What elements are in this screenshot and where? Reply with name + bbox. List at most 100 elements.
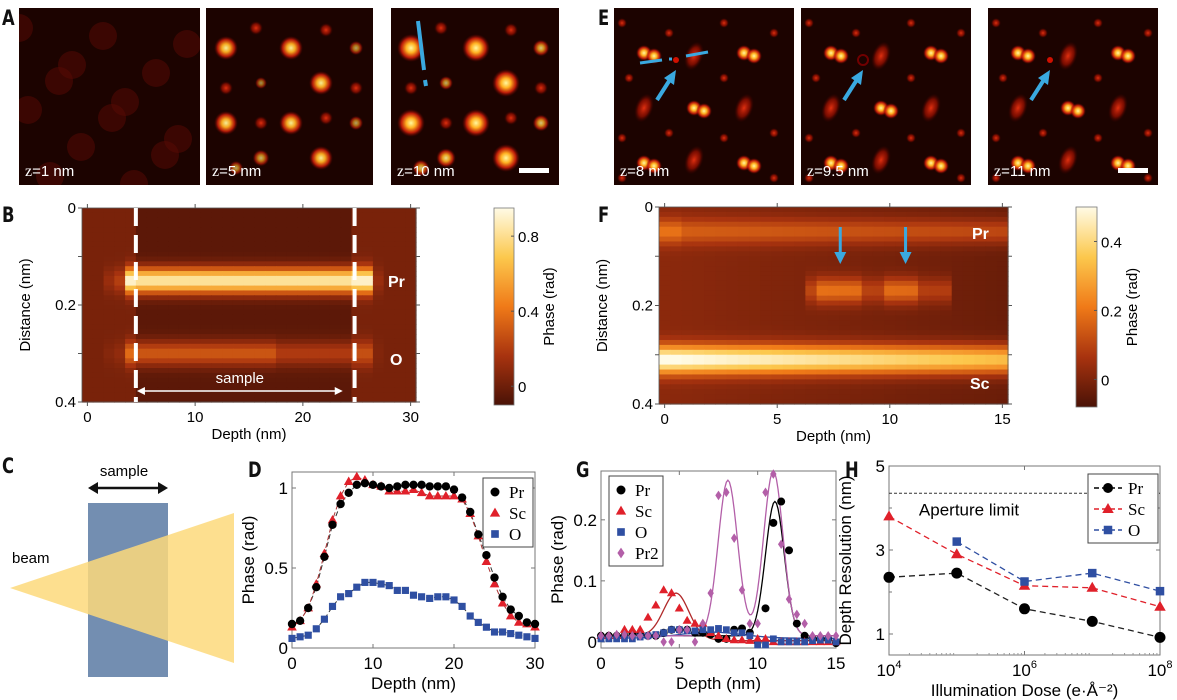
- heatmap-cell: [297, 358, 309, 364]
- heatmap-cell: [962, 211, 975, 218]
- heatmap-cell: [308, 392, 320, 398]
- heatmap-cell: [103, 217, 115, 224]
- heatmap-cell: [222, 368, 234, 374]
- heatmap-cell: [135, 343, 148, 350]
- heatmap-cell: [760, 320, 773, 326]
- heatmap-cell: [297, 232, 309, 238]
- heatmap-cell: [929, 354, 942, 361]
- data-point: [668, 637, 675, 647]
- data-point: [417, 480, 426, 489]
- heatmap-cell: [681, 379, 694, 385]
- heatmap-cell: [996, 221, 1009, 228]
- heatmap-cell: [340, 319, 352, 325]
- heatmap-cell: [168, 256, 180, 262]
- heatmap-cell: [232, 275, 245, 282]
- heatmap-cell: [243, 280, 255, 287]
- heatmap-cell: [692, 369, 705, 376]
- heatmap-cell: [82, 338, 94, 345]
- heatmap-cell: [82, 392, 94, 398]
- heatmap-cell: [827, 389, 840, 395]
- heatmap-cell: [749, 344, 761, 351]
- heatmap-cell: [405, 280, 417, 287]
- heatmap-cell: [329, 363, 342, 369]
- heatmap-cell: [351, 266, 363, 272]
- heatmap-cell: [760, 295, 773, 302]
- heatmap-cell: [168, 300, 180, 306]
- heatmap-cell: [286, 319, 299, 325]
- heatmap-cell: [362, 217, 374, 224]
- heatmap-cell: [200, 324, 212, 330]
- heatmap-cell: [394, 232, 406, 238]
- heatmap-cell: [82, 212, 94, 219]
- heatmap-cell: [189, 319, 202, 325]
- heatmap-cell: [232, 217, 245, 224]
- heatmap-cell: [962, 364, 975, 371]
- atom-column: [617, 173, 627, 183]
- heatmap-cell: [103, 314, 115, 321]
- heatmap-cell: [372, 343, 385, 350]
- heatmap-cell: [340, 309, 352, 316]
- heatmap-cell: [125, 222, 137, 228]
- data-point: [1088, 568, 1097, 578]
- heatmap-cell: [670, 271, 683, 277]
- heatmap-cell: [329, 368, 342, 374]
- heatmap-cell: [681, 399, 694, 405]
- atom-column: [173, 30, 200, 58]
- heatmap-cell: [929, 256, 942, 262]
- heatmap-cell: [794, 251, 806, 257]
- heatmap-cell: [917, 374, 930, 380]
- heatmap-cell: [850, 344, 863, 351]
- x-tick-label: 30: [402, 409, 419, 426]
- heatmap-cell: [200, 305, 212, 311]
- heatmap-cell: [985, 344, 998, 351]
- heatmap-cell: [839, 349, 851, 356]
- heatmap-cell: [805, 374, 818, 380]
- heatmap-cell: [861, 241, 874, 247]
- heatmap-cell: [895, 280, 908, 287]
- heatmap-cell: [168, 382, 180, 389]
- heatmap-cell: [670, 354, 683, 361]
- heatmap-cell: [92, 358, 105, 364]
- heatmap-cell: [816, 295, 829, 302]
- heatmap-cell: [178, 261, 191, 267]
- heatmap-cell: [405, 392, 417, 398]
- heatmap-cell: [771, 394, 784, 400]
- heatmap-cell: [114, 246, 126, 253]
- heatmap-cell: [816, 305, 829, 312]
- heatmap-cell: [275, 382, 288, 389]
- heatmap-cell: [704, 339, 716, 346]
- heatmap-cell: [146, 256, 159, 262]
- data-point: [320, 552, 329, 561]
- heatmap-cell: [917, 394, 930, 400]
- heatmap-cell: [704, 275, 716, 282]
- heatmap-cell: [372, 280, 385, 287]
- series-line-o: [956, 541, 1161, 592]
- data-point: [762, 487, 769, 498]
- heatmap-cell: [157, 363, 169, 369]
- heatmap-cell: [951, 344, 964, 351]
- heatmap-cell: [200, 392, 212, 398]
- data-point: [401, 586, 409, 594]
- heatmap-cell: [232, 251, 245, 258]
- heatmap-cell: [850, 261, 863, 267]
- heatmap-cell: [189, 275, 202, 282]
- heatmap-cell: [372, 309, 385, 316]
- heatmap-cell: [351, 217, 363, 224]
- heatmap-cell: [715, 271, 728, 277]
- heatmap-cell: [805, 310, 818, 316]
- heatmap-cell: [211, 377, 223, 384]
- heatmap-cell: [82, 295, 94, 301]
- atom-column: [439, 116, 453, 130]
- heatmap-cell: [816, 354, 829, 361]
- heatmap-cell: [319, 334, 331, 340]
- heatmap-cell: [659, 369, 671, 376]
- heatmap-cell: [243, 348, 255, 355]
- heatmap-cell: [929, 207, 942, 213]
- elongated-column: [871, 145, 891, 175]
- heatmap-cell: [135, 222, 148, 228]
- heatmap-cell: [146, 232, 159, 238]
- heatmap-cell: [178, 372, 191, 379]
- heatmap-cell: [917, 359, 930, 366]
- heatmap-cell: [308, 251, 320, 258]
